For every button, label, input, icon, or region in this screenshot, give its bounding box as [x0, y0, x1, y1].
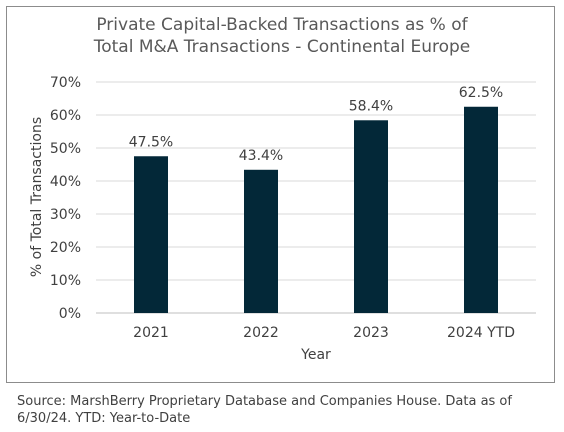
data-label: 58.4% [349, 98, 393, 114]
y-axis-ticks: 0% 10% 20% 30% 40% 50% 60% 70% [50, 75, 81, 322]
bar-2023 [354, 120, 388, 313]
y-tick-label: 40% [50, 174, 81, 190]
y-tick-label: 70% [50, 75, 81, 91]
x-tick-label: 2023 [353, 325, 389, 341]
y-tick-label: 30% [50, 207, 81, 223]
x-axis-ticks: 2021 2022 2023 2024 YTD [133, 325, 515, 341]
chart-frame [6, 6, 555, 383]
y-tick-label: 50% [50, 141, 81, 157]
x-axis-title: Year [300, 347, 331, 363]
gridlines [96, 81, 536, 314]
x-tick-label: 2022 [243, 325, 279, 341]
chart-title-line-2: Total M&A Transactions - Continental Eur… [93, 37, 471, 57]
y-tick-label: 60% [50, 108, 81, 124]
y-tick-label: 20% [50, 240, 81, 256]
bars [134, 106, 498, 313]
y-tick-label: 10% [50, 273, 81, 289]
data-labels: 47.5% 43.4% 58.4% 62.5% [129, 85, 503, 164]
y-axis-title: % of Total Transactions [29, 117, 45, 277]
source-note: Source: MarshBerry Proprietary Database … [17, 394, 512, 426]
data-label: 43.4% [239, 148, 283, 164]
data-label: 62.5% [459, 85, 503, 101]
y-tick-label: 0% [59, 306, 81, 322]
x-tick-label: 2024 YTD [447, 325, 515, 341]
chart-title-line-1: Private Capital-Backed Transactions as %… [96, 15, 468, 35]
data-label: 47.5% [129, 134, 173, 150]
x-tick-label: 2021 [133, 325, 169, 341]
bar-2022 [244, 169, 278, 313]
bar-2024-ytd [464, 106, 498, 313]
chart-title: Private Capital-Backed Transactions as %… [0, 14, 564, 58]
bar-2021 [134, 156, 168, 313]
